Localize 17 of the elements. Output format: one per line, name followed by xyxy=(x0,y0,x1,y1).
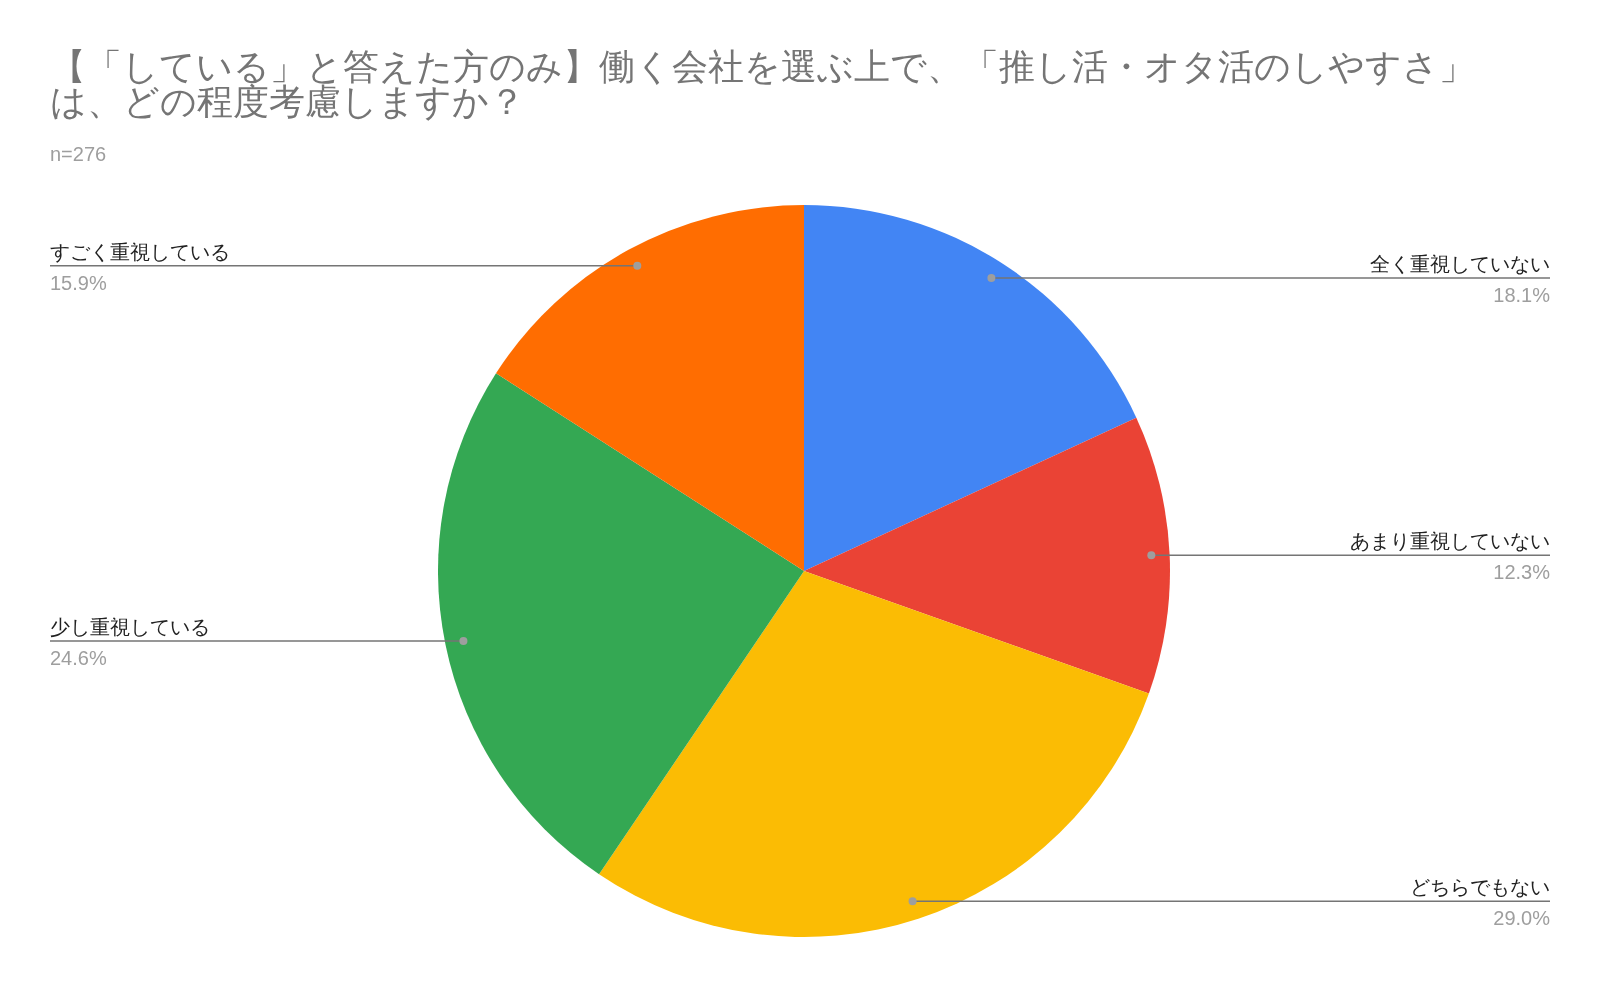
data-label: 29.0% xyxy=(1493,907,1551,930)
data-label: 15.9% xyxy=(50,271,107,294)
chart-title: 【「している」と答えた方のみ】働く会社を選ぶ上で、「推し活・オタ活のしやすさ」は、どの程度考慮しますか？ xyxy=(50,46,1476,122)
data-label: 24.6% xyxy=(50,647,107,670)
slice-label: すごく重視している xyxy=(50,240,230,263)
pie-slice xyxy=(599,571,1149,937)
chart-subtitle: n=276 xyxy=(50,142,107,166)
pie-slice xyxy=(438,373,804,875)
data-label: 12.3% xyxy=(1493,561,1551,584)
slice-label: 全く重視していない xyxy=(1370,253,1550,276)
slice-label: どちらでもない xyxy=(1410,876,1550,899)
slice-label: 少し重視している xyxy=(50,616,210,639)
data-label: 18.1% xyxy=(1493,284,1551,307)
pie-slice xyxy=(496,205,804,571)
pie-slice xyxy=(804,417,1170,694)
pie-slice xyxy=(804,205,1137,571)
slice-label: あまり重視していない xyxy=(1350,530,1550,553)
